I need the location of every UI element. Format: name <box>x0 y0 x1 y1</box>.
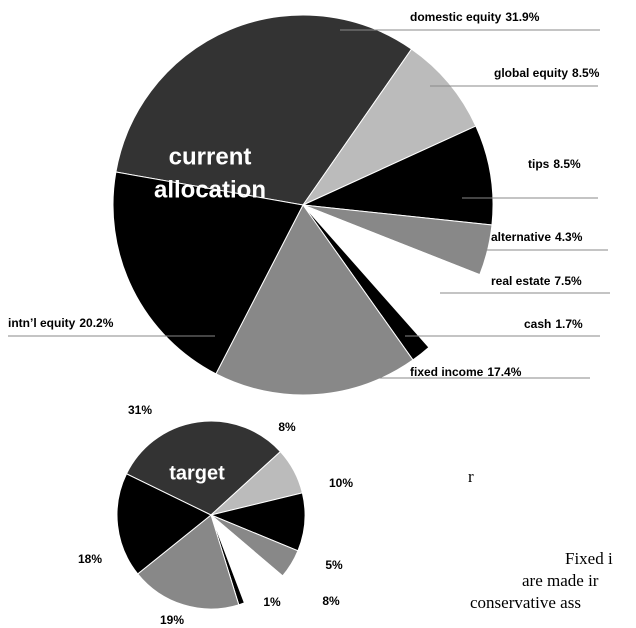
slice-value: 31% <box>128 403 152 417</box>
slice-name: domestic equity <box>410 10 502 24</box>
slice-value: 10% <box>329 476 353 490</box>
slice-label: fixed income 17.4% <box>410 365 522 379</box>
pie-slice <box>125 420 282 516</box>
slice-value: 1.7% <box>555 317 583 331</box>
slice-name: cash <box>524 317 551 331</box>
slice-value: 4.3% <box>555 230 583 244</box>
slice-name: global equity <box>494 66 568 80</box>
slice-value: 20.2% <box>79 316 113 330</box>
pie-slice <box>116 473 212 575</box>
body-text: Fixed i <box>565 549 613 568</box>
slice-value: 8.5% <box>553 157 581 171</box>
body-text: are made ir <box>522 571 599 590</box>
slice-value: 17.4% <box>487 365 521 379</box>
pie-slice <box>215 204 414 396</box>
pie-title: allocation <box>154 176 266 203</box>
slice-value: 8.5% <box>572 66 600 80</box>
slice-name: alternative <box>491 230 551 244</box>
slice-name: tips <box>528 157 550 171</box>
slice-label: alternative 4.3% <box>491 230 583 244</box>
pie-title: target <box>169 462 225 484</box>
slice-value: 19% <box>160 613 184 627</box>
slice-label: domestic equity 31.9% <box>410 10 540 24</box>
slice-value: 5% <box>325 558 343 572</box>
body-text: conservative ass <box>470 593 581 612</box>
pie-slice <box>301 48 477 207</box>
slice-label: tips 8.5% <box>528 157 581 171</box>
slice-name: real estate <box>491 274 551 288</box>
slice-label: global equity 8.5% <box>494 66 600 80</box>
pie-slice <box>112 171 304 375</box>
pie-slice <box>301 125 494 226</box>
slice-label: cash 1.7% <box>524 317 583 331</box>
slice-value: 31.9% <box>505 10 539 24</box>
slice-name: fixed income <box>410 365 484 379</box>
slice-value: 18% <box>78 552 102 566</box>
slice-label: real estate 7.5% <box>491 274 582 288</box>
body-text: r <box>468 467 474 486</box>
pie-title: current <box>169 143 252 170</box>
slice-label: intn’l equity 20.2% <box>8 316 114 330</box>
slice-value: 8% <box>322 594 340 608</box>
slice-value: 1% <box>263 595 281 609</box>
slice-value: 8% <box>278 420 296 434</box>
pie-slice <box>115 14 413 206</box>
slice-name: intn’l equity <box>8 316 76 330</box>
slice-value: 7.5% <box>554 274 582 288</box>
pie-slice <box>137 514 240 610</box>
